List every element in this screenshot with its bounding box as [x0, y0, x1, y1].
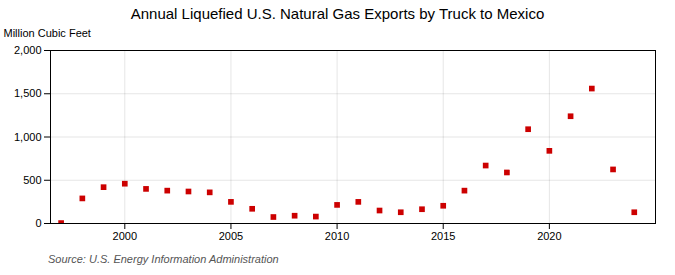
svg-text:500: 500 — [23, 174, 41, 186]
svg-text:0: 0 — [35, 217, 41, 229]
svg-text:1,500: 1,500 — [14, 87, 42, 99]
html-text:Annual Liquefied U.S. Natural: Annual Liquefied U.S. Natural Gas Export… — [130, 5, 545, 22]
svg-text:Million Cubic Feet: Million Cubic Feet — [4, 27, 91, 39]
svg-text:2,000: 2,000 — [14, 44, 42, 56]
svg-text:2005: 2005 — [219, 230, 243, 242]
svg-text:2000: 2000 — [113, 230, 137, 242]
svg-text:2010: 2010 — [325, 230, 349, 242]
svg-text:2015: 2015 — [431, 230, 455, 242]
html-text:Source: U.S. Energy Informatio: Source: U.S. Energy Information Administ… — [48, 253, 279, 265]
svg-text:2020: 2020 — [537, 230, 561, 242]
svg-text:1,000: 1,000 — [14, 131, 42, 143]
